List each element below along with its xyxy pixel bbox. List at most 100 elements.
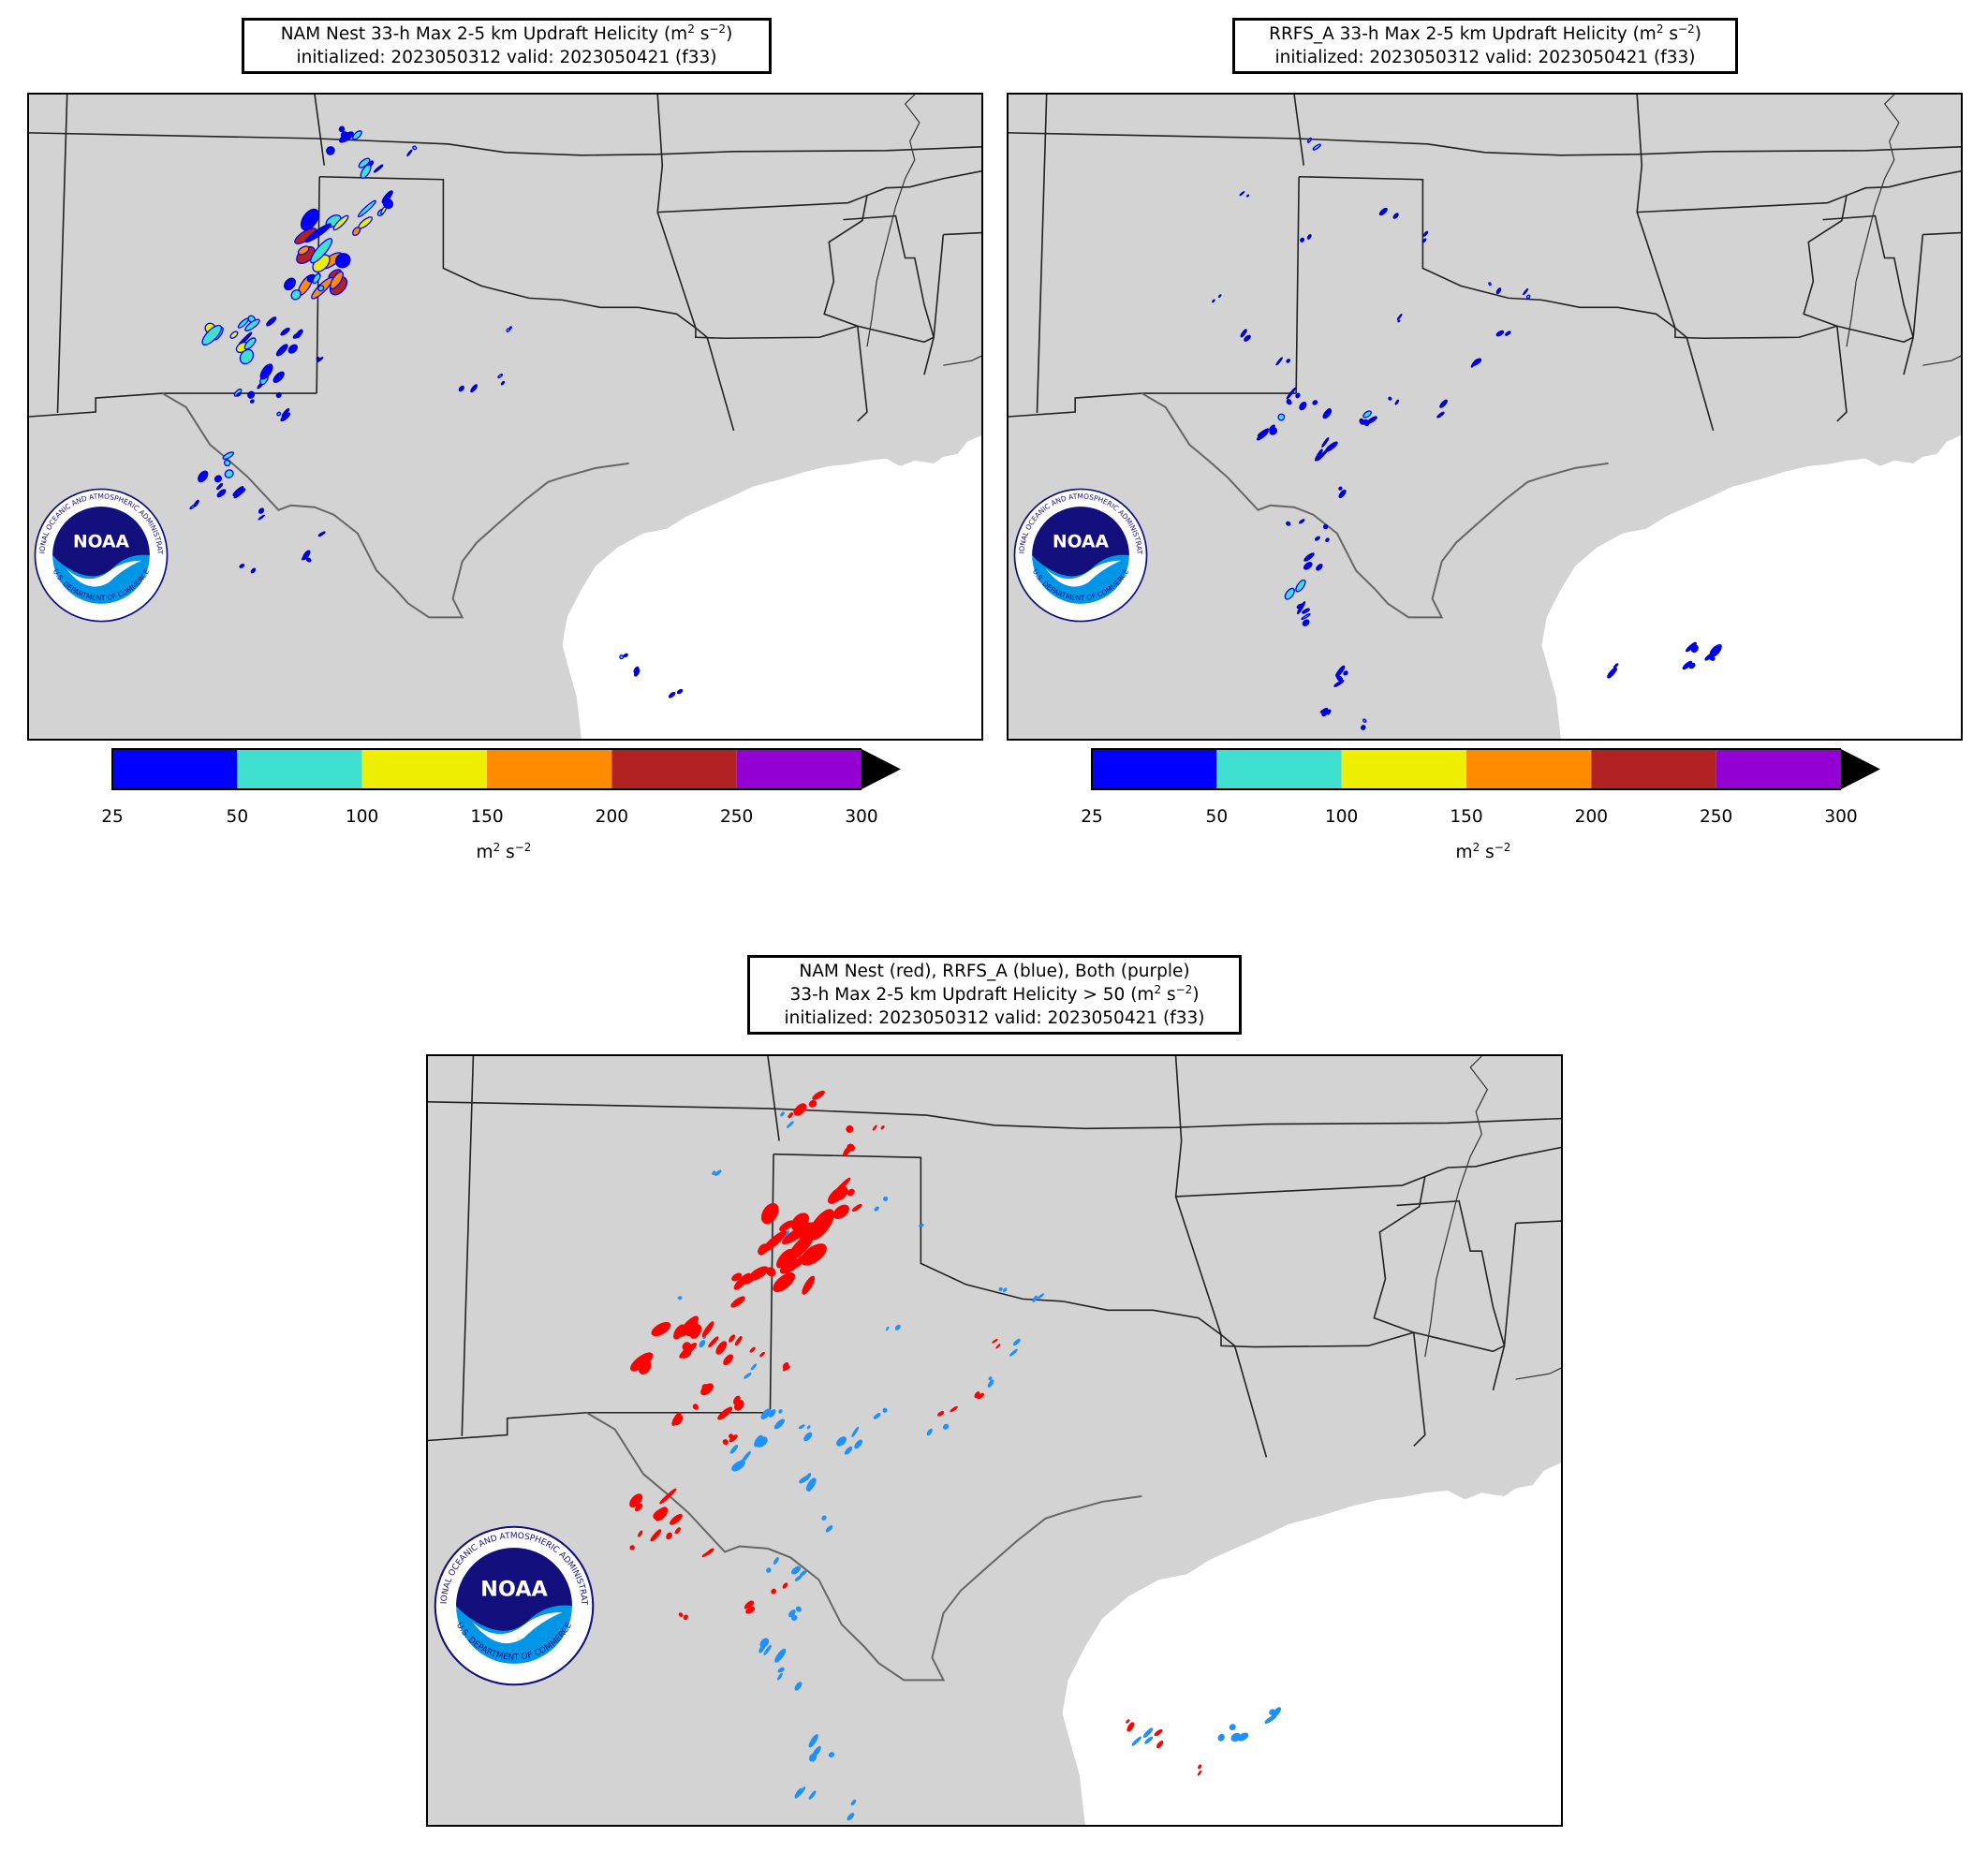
helicity-cell — [988, 1376, 993, 1381]
helicity-cell — [629, 1545, 635, 1551]
land-map2 — [1009, 95, 1961, 739]
helicity-cell — [275, 344, 288, 357]
helicity-cell — [236, 392, 242, 397]
helicity-cell — [284, 277, 296, 291]
helicity-cells-map2 — [1212, 137, 1722, 730]
state-border-map2 — [1009, 393, 1141, 417]
state-border-map2 — [1637, 95, 1675, 328]
helicity-cell — [1397, 319, 1401, 323]
state-border-map1 — [657, 171, 981, 213]
colorbar-tick-label: 150 — [1450, 807, 1483, 827]
helicity-cell — [216, 489, 227, 498]
helicity-cell — [506, 328, 510, 332]
helicity-cell — [258, 507, 265, 514]
helicity-cell — [766, 1567, 772, 1573]
colorbar-tick-label: 25 — [101, 807, 124, 827]
colorbar-tick-label: 100 — [1325, 807, 1359, 827]
helicity-cell — [1525, 294, 1531, 300]
helicity-cell — [1366, 416, 1377, 424]
helicity-cell — [330, 271, 344, 290]
helicity-cell — [806, 1425, 811, 1430]
helicity-cell — [705, 1548, 714, 1556]
helicity-cell — [1388, 396, 1392, 401]
nam-nest-colorbar: 25 50 100 150 200 250 300 m2 s−2 — [101, 745, 906, 876]
helicity-cell — [638, 1530, 643, 1537]
state-border-map2 — [1823, 216, 1914, 343]
helicity-cell — [358, 157, 371, 169]
helicity-cell — [500, 380, 506, 386]
helicity-cell — [1286, 399, 1292, 405]
helicity-cell — [790, 1213, 810, 1231]
helicity-cell — [851, 1203, 862, 1213]
state-border-map3 — [1176, 1148, 1561, 1197]
helicity-cell — [777, 1667, 785, 1673]
helicity-cell — [1495, 287, 1502, 295]
helicity-cell — [382, 198, 393, 210]
comparison-title: NAM Nest (red), RRFS_A (blue), Both (pur… — [747, 955, 1242, 1035]
state-border-map3 — [1493, 1223, 1515, 1389]
helicity-cell — [334, 253, 351, 269]
helicity-cell — [1197, 1770, 1202, 1776]
helicity-cell — [733, 1272, 751, 1290]
helicity-cell — [744, 1372, 752, 1379]
helicity-cell — [942, 1423, 950, 1430]
helicity-cell — [874, 1206, 879, 1212]
helicity-cell — [729, 1433, 733, 1439]
helicity-cell — [412, 145, 418, 151]
helicity-cell — [1359, 418, 1365, 425]
helicity-cell — [750, 1363, 758, 1371]
helicity-cell — [1245, 194, 1250, 198]
helicity-cell — [1302, 619, 1310, 626]
helicity-cell — [692, 1404, 699, 1410]
helicity-cell — [850, 1799, 857, 1806]
helicity-cell — [1394, 399, 1400, 405]
helicity-cell — [977, 1392, 984, 1400]
helicity-cell — [301, 554, 308, 561]
helicity-cell — [304, 223, 332, 243]
helicity-cell — [1306, 137, 1312, 143]
helicity-cell — [794, 1575, 803, 1581]
helicity-cell — [794, 1787, 803, 1799]
river-map1 — [943, 356, 981, 365]
helicity-cell — [673, 1324, 685, 1340]
helicity-cell — [677, 1296, 682, 1300]
helicity-cell — [1436, 411, 1445, 419]
helicity-cell — [777, 1672, 783, 1681]
helicity-cell — [730, 1296, 745, 1308]
helicity-cell — [808, 1790, 817, 1800]
helicity-cell — [1284, 587, 1295, 600]
state-border-map3 — [1414, 1332, 1425, 1446]
helicity-cell — [701, 1384, 711, 1392]
helicity-cell — [222, 451, 235, 461]
colorbar-tick-label: 250 — [1700, 807, 1733, 827]
colorbar-outline — [1091, 748, 1841, 790]
helicity-cell — [894, 1324, 901, 1330]
helicity-cell — [679, 1342, 698, 1359]
helicity-cells-map3 — [629, 1090, 1202, 1776]
helicity-cell — [805, 1473, 812, 1480]
helicity-cell — [1240, 329, 1247, 338]
helicity-cell — [872, 1124, 877, 1131]
helicity-cell — [1229, 1724, 1236, 1731]
base-map-map2 — [1009, 95, 1961, 739]
helicity-cell — [193, 499, 199, 507]
helicity-cell — [1142, 1727, 1154, 1739]
helicity-cell — [847, 1188, 855, 1197]
noaa-logo-text: NOAA — [480, 1578, 548, 1602]
helicity-cell — [803, 1432, 813, 1442]
land-map3 — [428, 1056, 1561, 1825]
helicity-cell — [1009, 1348, 1018, 1357]
helicity-cell — [987, 1379, 994, 1388]
helicity-cell — [854, 1439, 863, 1449]
helicity-cell — [847, 1143, 855, 1152]
country-border-map1 — [162, 393, 628, 617]
rrfs-a-colorbar: 25 50 100 150 200 250 300 m2 s−2 — [1081, 745, 1886, 876]
colorbar-segment — [1466, 749, 1592, 789]
helicity-cell — [754, 1434, 763, 1448]
helicity-cell — [352, 130, 362, 140]
helicity-cell — [249, 399, 255, 404]
state-border-map1 — [657, 95, 696, 328]
state-border-map3 — [462, 1056, 473, 1436]
helicity-cell — [224, 469, 234, 478]
helicity-cell — [758, 1642, 767, 1654]
